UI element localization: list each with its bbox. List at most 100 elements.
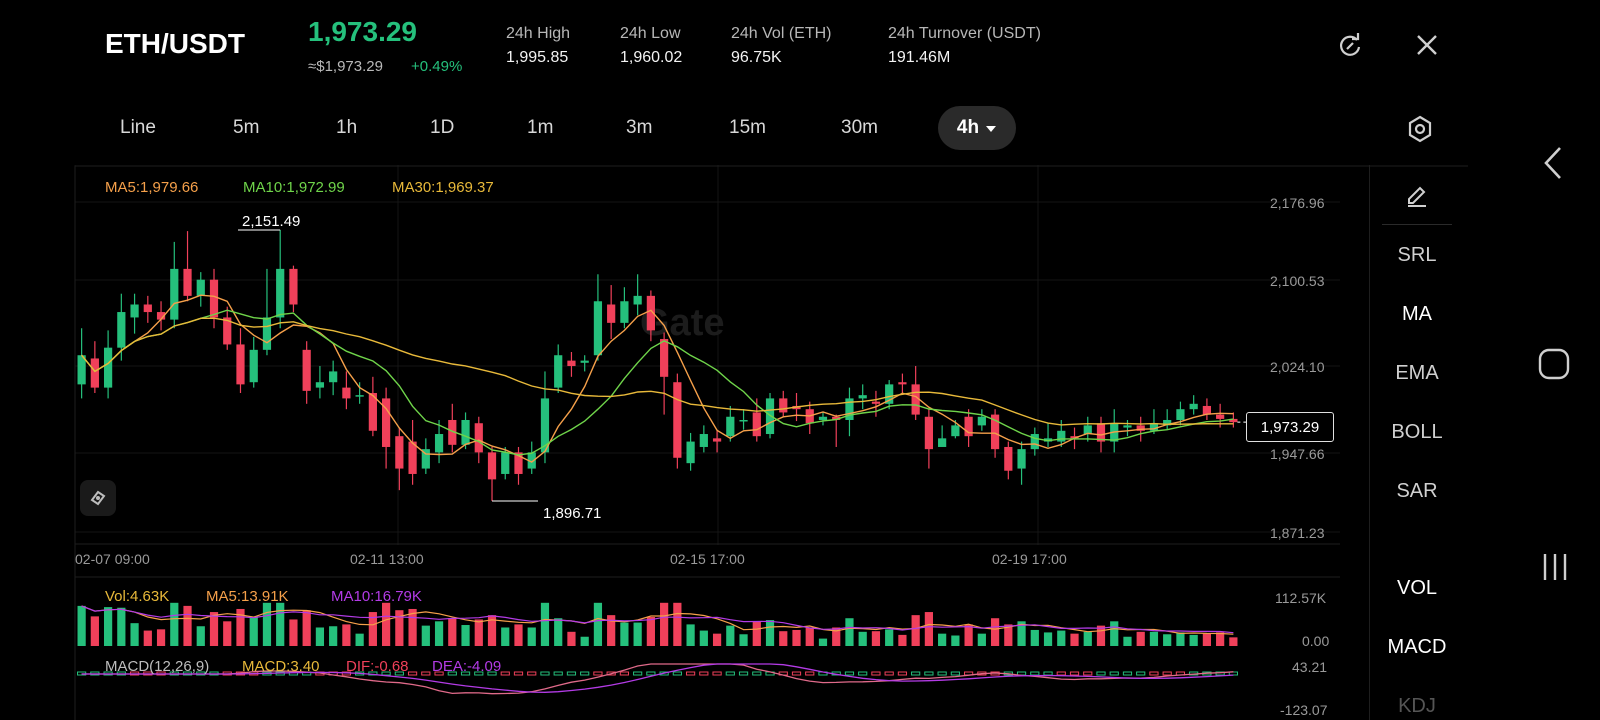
candle-body — [818, 416, 828, 420]
volume-bar — [461, 625, 470, 646]
hexagon-settings-icon[interactable] — [1405, 114, 1435, 144]
tab-5m[interactable]: 5m — [233, 117, 260, 138]
candle-body — [567, 360, 576, 367]
indicator-ma[interactable]: MA — [1402, 303, 1432, 325]
macd-histogram-bar — [924, 671, 934, 676]
tab-4h[interactable]: 4h — [938, 106, 1016, 150]
volume-bar — [249, 616, 258, 646]
candle-body — [540, 398, 550, 453]
volume-bar — [845, 618, 854, 646]
candle-body — [964, 416, 973, 437]
volume-bar — [871, 631, 881, 646]
ma10-legend: MA10:1,972.99 — [243, 179, 345, 196]
volume-bar — [805, 627, 814, 646]
macd-histogram-bar — [553, 671, 563, 676]
candle-body — [487, 452, 497, 480]
volume-bar — [818, 638, 828, 646]
macd-histogram-bar — [394, 671, 404, 676]
recents-nav-icon[interactable] — [1540, 552, 1570, 587]
indicator-vol[interactable]: VOL — [1396, 577, 1438, 599]
tab-15m[interactable]: 15m — [729, 117, 766, 138]
macd-histogram-bar — [871, 671, 881, 676]
volume-bar — [355, 633, 364, 646]
tab-4h-label: 4h — [956, 117, 980, 138]
candle-body — [170, 268, 179, 320]
candle-body — [1030, 434, 1039, 450]
volume-bar — [686, 624, 695, 646]
vol-ma5-legend: MA5:13.91K — [206, 588, 289, 605]
volume-bar — [765, 620, 775, 646]
candle-body — [977, 416, 986, 426]
volume-bar — [633, 622, 642, 646]
volume-bar — [289, 619, 298, 646]
stat-low-value: 1,960.02 — [620, 49, 683, 66]
candle-body — [885, 384, 894, 404]
volume-bar — [646, 616, 655, 646]
tab-1h[interactable]: 1h — [336, 117, 358, 138]
candle-body — [620, 301, 629, 323]
tab-line[interactable]: Line — [120, 117, 156, 138]
candle-body — [1163, 419, 1172, 426]
indicator-panel — [1369, 165, 1466, 720]
macd-histogram-bar — [288, 671, 299, 676]
candle-body — [686, 441, 695, 464]
indicator-ema[interactable]: EMA — [1395, 362, 1439, 384]
tab-3m[interactable]: 3m — [626, 117, 653, 138]
tab-1m[interactable]: 1m — [527, 117, 554, 138]
volume-bar — [1030, 629, 1039, 646]
stat-vol-label: 24h Vol (ETH) — [731, 25, 832, 42]
candle-body — [990, 414, 1000, 450]
candle-body — [368, 393, 377, 431]
candle-body — [1123, 425, 1132, 428]
volume-bar — [924, 612, 933, 646]
candle-body — [103, 347, 113, 388]
volume-bar — [911, 615, 920, 646]
macd-params: MACD(12,26,9) — [105, 658, 210, 675]
macd-histogram-bar — [407, 671, 418, 676]
macd-histogram-bar — [858, 671, 868, 676]
volume-bar — [329, 626, 338, 646]
candle-body — [474, 423, 483, 453]
candle-body — [143, 304, 152, 313]
macd-histogram-bar — [884, 671, 894, 676]
candle-body — [951, 425, 960, 437]
volume-bar — [1176, 632, 1185, 646]
indicator-kdj[interactable]: KDJ — [1398, 695, 1436, 717]
indicator-macd[interactable]: MACD — [1387, 636, 1447, 658]
back-nav-icon[interactable] — [1540, 145, 1566, 186]
macd-histogram-bar — [593, 671, 603, 676]
tab-30m[interactable]: 30m — [841, 117, 878, 138]
pencil-icon[interactable] — [1404, 183, 1430, 214]
volume-bar — [170, 602, 179, 646]
close-icon[interactable] — [1413, 31, 1441, 59]
volume-bar — [567, 631, 576, 646]
volume-bar — [1083, 631, 1092, 646]
ma5-line — [81, 294, 1234, 463]
indicator-boll[interactable]: BOLL — [1391, 421, 1443, 443]
candle-body — [1083, 425, 1092, 435]
volume-bar — [90, 616, 99, 646]
indicator-sar[interactable]: SAR — [1396, 480, 1438, 502]
candle-body — [1149, 423, 1159, 431]
macd-histogram-bar — [911, 671, 921, 676]
candle-body — [408, 441, 417, 474]
candle-body — [355, 395, 364, 397]
macd-histogram-bar — [606, 671, 616, 676]
volume-bar — [1017, 621, 1026, 646]
macd-histogram-bar — [685, 671, 696, 676]
volume-bar — [885, 629, 894, 646]
tab-1d[interactable]: 1D — [430, 117, 455, 138]
volume-bar — [434, 621, 444, 646]
volume-bar — [209, 612, 219, 646]
chart-tool-icon[interactable] — [80, 480, 116, 516]
home-nav-icon[interactable] — [1538, 348, 1570, 385]
candle-body — [342, 387, 351, 399]
macd-histogram-bar — [1030, 671, 1040, 676]
volume-bar — [699, 630, 708, 646]
candle-body — [726, 416, 735, 437]
refresh-icon[interactable] — [1335, 31, 1365, 61]
indicator-srl[interactable]: SRL — [1397, 244, 1437, 266]
macd-histogram-bar — [1136, 671, 1146, 676]
stat-turnover-value: 191.46M — [888, 49, 951, 66]
